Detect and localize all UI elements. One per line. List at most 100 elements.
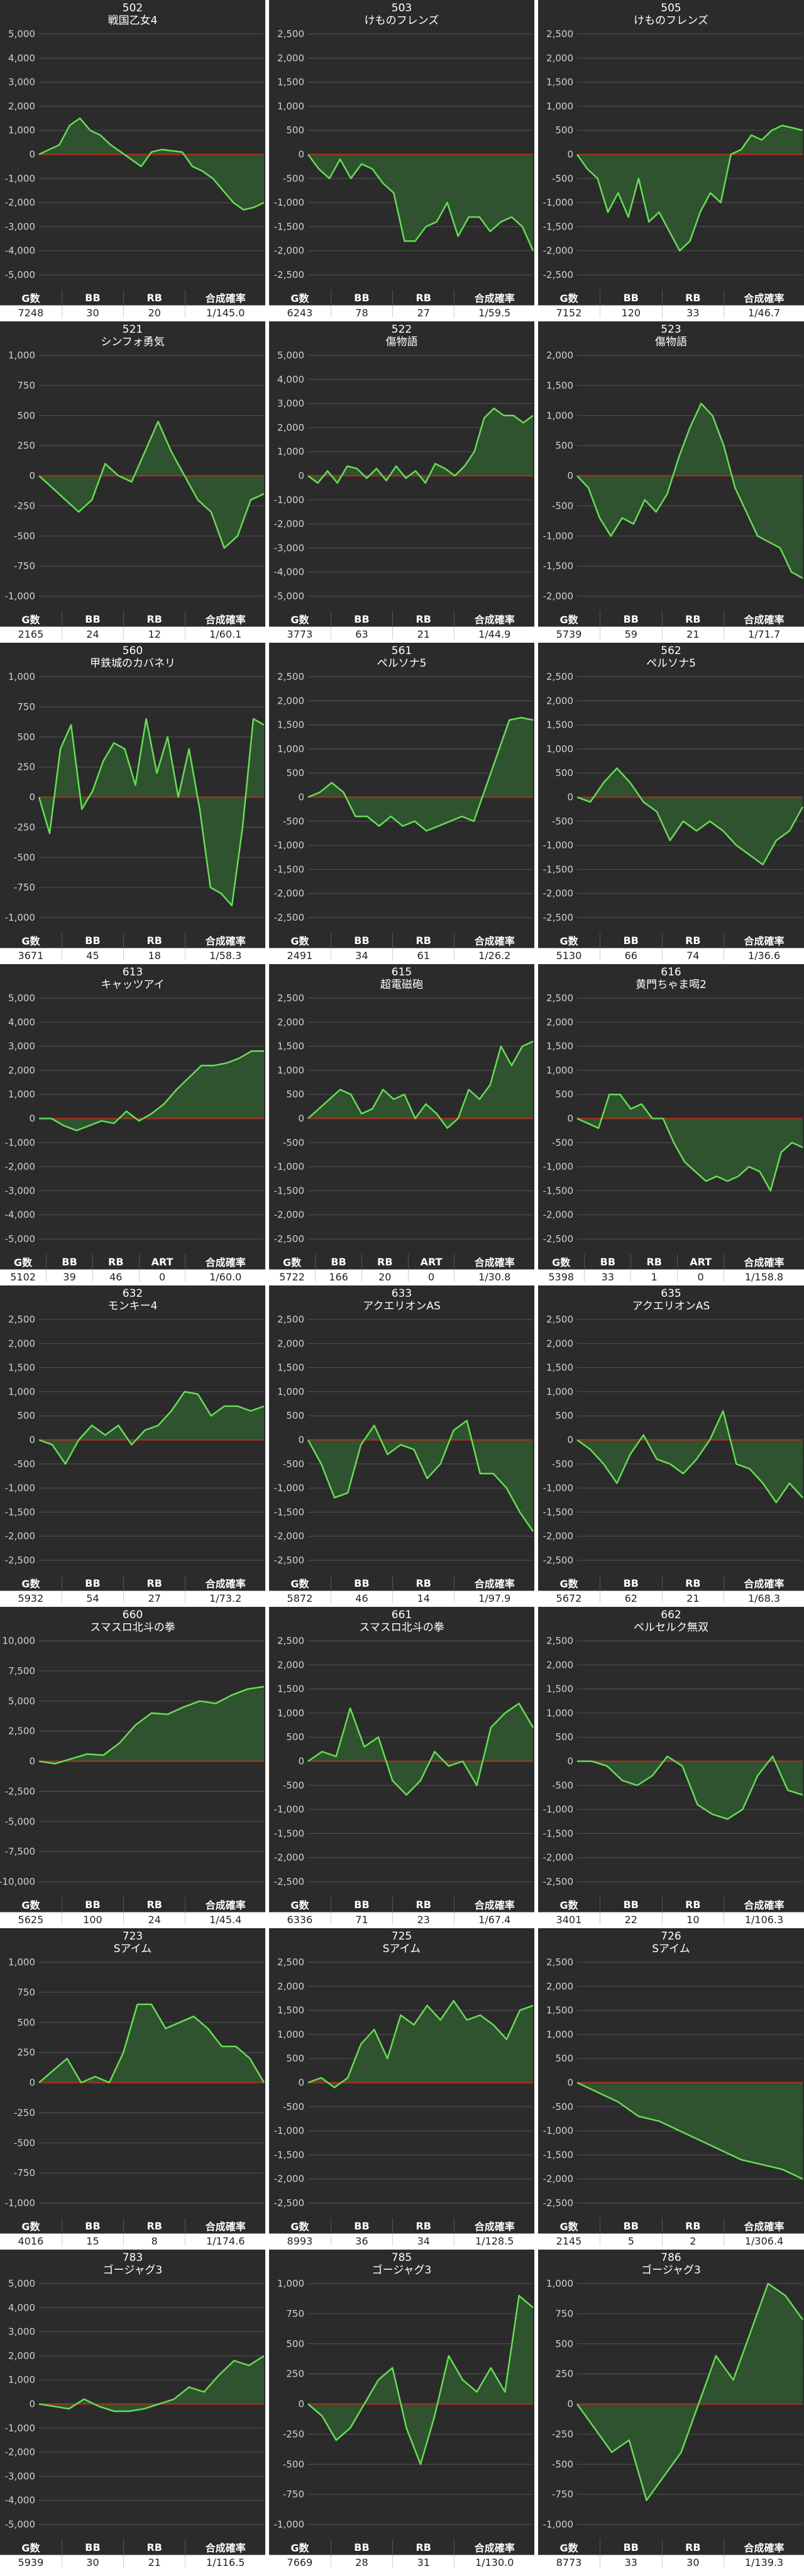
y-tick-label: 1,000 — [546, 2278, 573, 2289]
y-tick-label: -500 — [283, 1137, 304, 1148]
y-tick-label: 2,000 — [277, 422, 304, 433]
stats-header: G数 — [0, 1575, 62, 1591]
y-tick-label: -750 — [552, 2489, 573, 2500]
y-tick-label: 5,000 — [277, 350, 304, 361]
y-tick-label: -1,000 — [274, 494, 304, 506]
y-tick-label: 2,000 — [546, 1980, 573, 1992]
stats-header: RB — [392, 290, 455, 306]
y-tick-label: 0 — [29, 2399, 35, 2410]
y-tick-label: 2,500 — [277, 1314, 304, 1325]
y-tick-label: 1,000 — [546, 2029, 573, 2040]
stats-value: 5872 — [269, 1591, 331, 1603]
y-tick-label: 250 — [555, 2368, 573, 2380]
differential-chart: 2,000 1,500 1,000 500 0 -500 -1,000 -1,500 -2,00… — [543, 350, 803, 601]
y-tick-label: -3,000 — [274, 542, 304, 553]
differential-chart: 2,500 2,000 1,500 1,000 500 0 -500 -1,000 -1,500… — [543, 671, 804, 923]
stats-value: 36 — [331, 2233, 394, 2246]
machine-number: 613 — [122, 966, 143, 979]
y-tick-label: -500 — [552, 2101, 573, 2112]
stats-value: 1/26.2 — [454, 948, 534, 960]
y-tick-label: -500 — [552, 816, 573, 827]
differential-line — [38, 421, 265, 549]
stats-header: G数 — [0, 933, 62, 948]
stats-value: 1/68.3 — [724, 1591, 804, 1603]
differential-line — [576, 2282, 804, 2501]
stats-value: 5672 — [538, 1591, 601, 1603]
machine-number: 562 — [661, 645, 681, 657]
stats-value: 5 — [600, 2233, 663, 2246]
stats-value: 46 — [92, 1269, 140, 1282]
stats-header: BB — [62, 611, 124, 627]
y-tick-label: 250 — [17, 762, 35, 773]
stats-value: 34 — [331, 948, 394, 960]
y-tick-label: 1,000 — [546, 743, 573, 755]
stats-value: 15 — [62, 2233, 124, 2246]
y-tick-label: 500 — [555, 125, 573, 136]
stats-header: RB — [392, 1575, 455, 1591]
y-tick-label: -2,000 — [5, 1531, 35, 1542]
machine-panel: 505 けものフレンズ 2,500 2,000 1,500 1,000 500 0 -500 -1… — [538, 0, 804, 318]
differential-chart: 5,000 4,000 3,000 2,000 1,000 0 -1,000 -2,000 -3… — [5, 28, 265, 280]
differential-chart: 2,500 2,000 1,500 1,000 500 0 -500 -1,000 -1,500… — [5, 1314, 265, 1565]
machine-number: 660 — [122, 1609, 143, 1621]
stats-table: G数 BB RB 合成確率 7152 120 33 1/46.7 — [538, 290, 804, 318]
stats-header: 合成確率 — [185, 933, 265, 948]
y-tick-label: 0 — [298, 2077, 304, 2089]
stats-value: 1/58.3 — [185, 948, 265, 960]
stats-header: G数 — [269, 1575, 331, 1591]
stats-header: 合成確率 — [185, 1575, 265, 1591]
y-tick-label: -2,000 — [274, 888, 304, 899]
stats-value: 1/45.4 — [185, 1912, 265, 1924]
y-tick-label: -1,000 — [5, 912, 35, 923]
stats-value: 1/106.3 — [724, 1912, 804, 1924]
machine-name: Sアイム — [382, 1943, 421, 1955]
y-tick-label: -5,000 — [5, 2519, 35, 2529]
y-tick-label: -1,500 — [274, 221, 304, 232]
stats-value: 33 — [584, 1269, 632, 1282]
stats-value: 27 — [123, 1591, 186, 1603]
stats-header: BB — [600, 611, 663, 627]
stats-value: 12 — [123, 626, 186, 639]
differential-chart: 2,500 2,000 1,500 1,000 500 0 -500 -1,000 -1,500… — [274, 1314, 534, 1565]
stats-value: 3773 — [269, 626, 331, 639]
stats-value: 2 — [662, 2233, 725, 2246]
y-tick-label: 2,500 — [546, 671, 573, 682]
y-tick-label: 2,000 — [546, 1016, 573, 1028]
y-tick-label: 2,500 — [546, 1957, 573, 1968]
stats-value: 1/97.9 — [454, 1591, 534, 1603]
y-tick-label: -1,500 — [5, 1506, 35, 1518]
y-tick-label: -1,000 — [274, 2125, 304, 2136]
y-tick-label: -500 — [14, 2137, 35, 2148]
stats-value: 30 — [662, 2555, 725, 2567]
y-tick-label: 0 — [29, 2077, 35, 2089]
y-tick-label: -1,000 — [5, 173, 35, 184]
y-tick-label: 0 — [29, 1113, 35, 1124]
y-tick-label: 5,000 — [8, 2278, 35, 2289]
stats-header: 合成確率 — [185, 2540, 265, 2555]
differential-chart: 2,500 2,000 1,500 1,000 500 0 -500 -1,000 -1,500… — [274, 1957, 534, 2208]
machine-name: 戦国乙女4 — [107, 14, 158, 27]
differential-line — [38, 117, 265, 211]
differential-line — [576, 1093, 803, 1192]
stats-value: 120 — [600, 305, 663, 318]
area-fill — [308, 1703, 533, 1796]
differential-chart: 2,500 2,000 1,500 1,000 500 0 -500 -1,000 -1,500… — [543, 992, 803, 1244]
y-tick-label: 500 — [286, 2338, 304, 2350]
y-tick-label: 1,000 — [277, 2278, 304, 2289]
differential-chart: 5,000 4,000 3,000 2,000 1,000 0 -1,000 -2,000 -3… — [274, 350, 534, 601]
stats-value: 8993 — [269, 2233, 331, 2246]
stats-value: 6243 — [269, 305, 331, 318]
stats-header: G数 — [269, 290, 331, 306]
area-fill — [308, 154, 533, 251]
y-tick-label: 1,000 — [546, 410, 573, 421]
y-tick-label: -250 — [14, 500, 35, 511]
y-tick-label: 500 — [286, 1410, 304, 1421]
stats-value: 1 — [631, 1269, 678, 1282]
y-tick-label: 0 — [567, 2077, 573, 2089]
machine-number: 726 — [661, 1930, 681, 1943]
machine-panel: 635 アクエリオンAS 2,500 2,000 1,500 1,000 500 0 -500 -… — [538, 1285, 804, 1603]
area-fill — [577, 768, 803, 865]
y-tick-label: -2,500 — [274, 1233, 304, 1244]
y-tick-label: -1,500 — [543, 863, 573, 875]
y-tick-label: -1,000 — [5, 1137, 35, 1148]
